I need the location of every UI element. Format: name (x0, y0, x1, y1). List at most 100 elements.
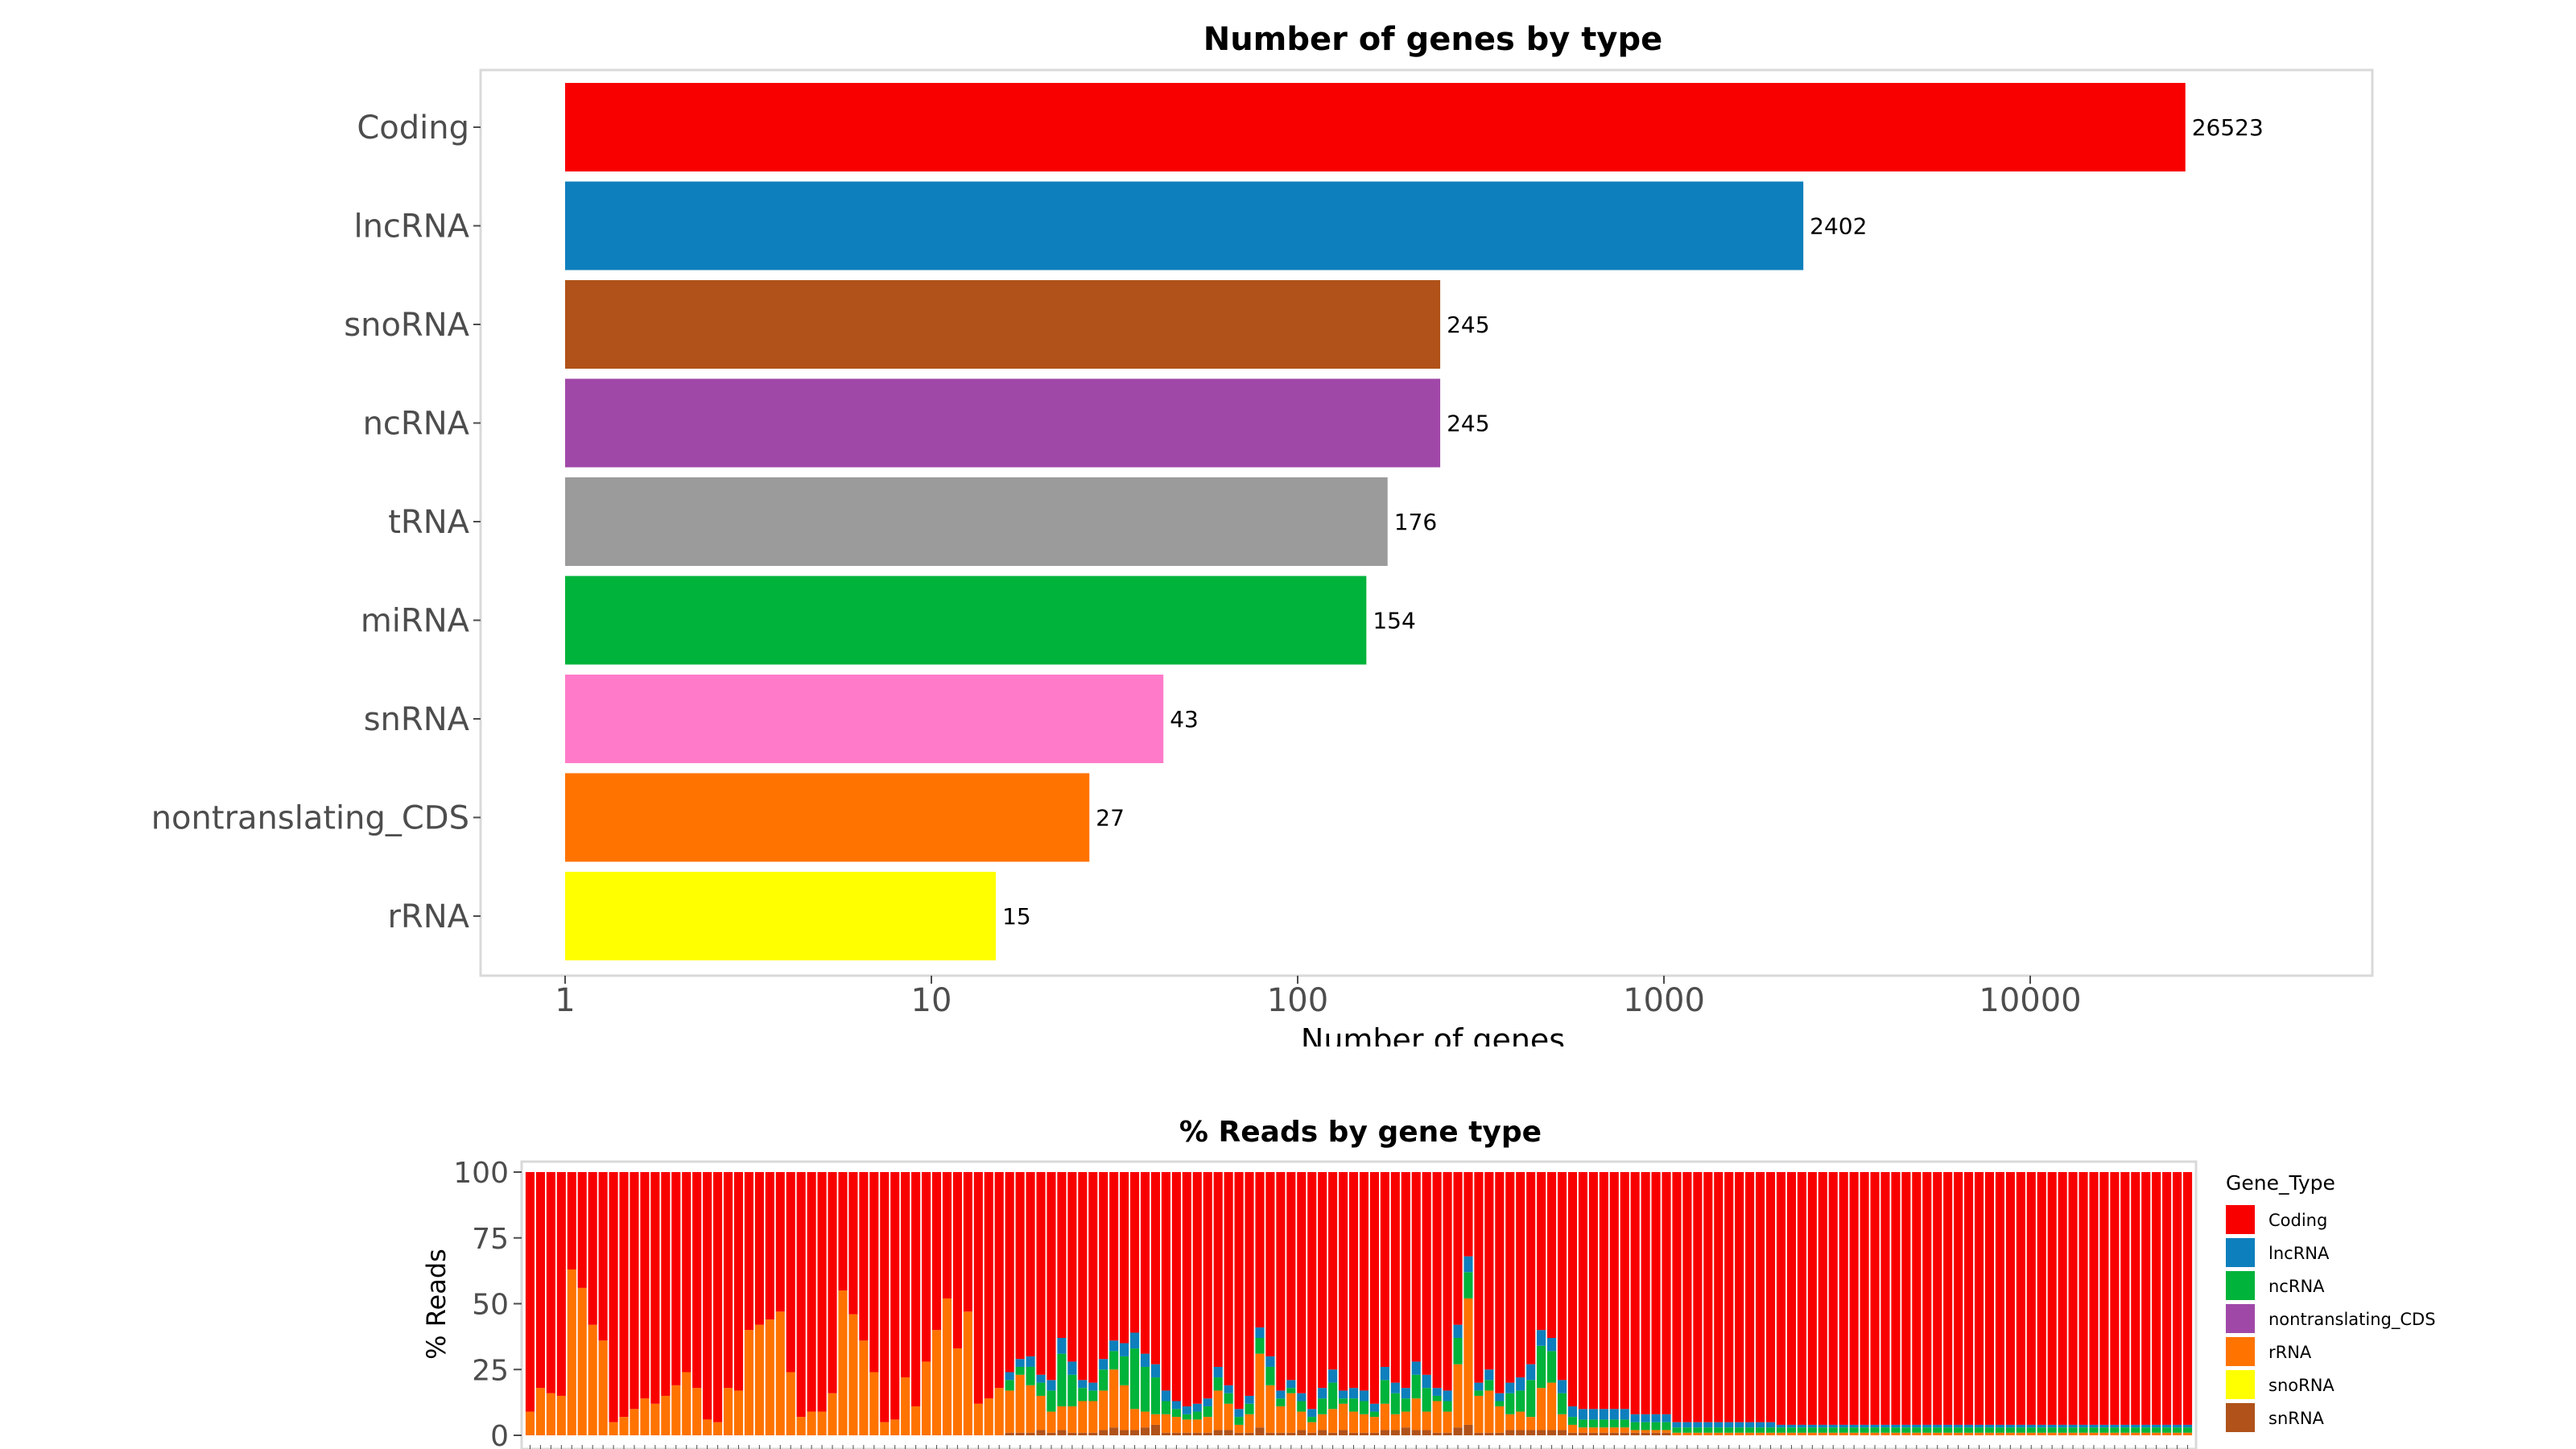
stack-segment-rRNA (1786, 1432, 1796, 1435)
stack-segment-lncRNA (1588, 1409, 1598, 1420)
stack-segment-Coding (577, 1172, 587, 1288)
stack-segment-lncRNA (1046, 1380, 1056, 1391)
stack-segment-Coding (2182, 1172, 2193, 1425)
bar-rRNA (565, 872, 997, 960)
stack-segment-ncRNA (1150, 1377, 1161, 1414)
stack-segment-rRNA (952, 1348, 962, 1435)
stack-segment-rRNA (1380, 1403, 1389, 1430)
stack-segment-Coding (1776, 1172, 1786, 1425)
stack-segment-rRNA (1203, 1417, 1212, 1433)
stack-segment-snRNA (1495, 1432, 1505, 1435)
stack-segment-snRNA (1348, 1432, 1359, 1435)
stack-segment-lncRNA (1067, 1361, 1077, 1375)
stack-segment-ncRNA (1828, 1427, 1838, 1433)
stack-segment-lncRNA (2068, 1424, 2078, 1428)
stack-segment-Coding (1411, 1172, 1421, 1362)
stack-segment-rRNA (859, 1340, 869, 1435)
stack-segment-rRNA (1516, 1411, 1525, 1430)
stack-segment-Coding (692, 1172, 702, 1389)
stack-segment-ncRNA (1318, 1398, 1327, 1414)
stack-segment-rRNA (911, 1406, 921, 1435)
stack-segment-ncRNA (1130, 1348, 1140, 1410)
stack-segment-Coding (2016, 1172, 2025, 1425)
stack-segment-rRNA (1807, 1432, 1817, 1435)
stack-segment-lncRNA (2141, 1424, 2151, 1428)
stack-segment-Coding (1860, 1172, 1869, 1425)
stack-segment-snRNA (1099, 1430, 1108, 1435)
stack-segment-ncRNA (1724, 1427, 1734, 1433)
stack-segment-ncRNA (2037, 1427, 2046, 1433)
stack-segment-rRNA (1432, 1401, 1442, 1433)
stack-segment-rRNA (1641, 1430, 1650, 1433)
chart1-title: Number of genes by type (1203, 21, 1663, 58)
stack-segment-ncRNA (1860, 1427, 1869, 1433)
chart2-panel-border (520, 1160, 2198, 1449)
stack-segment-lncRNA (1140, 1353, 1150, 1367)
stack-segment-ncRNA (2173, 1427, 2182, 1433)
stack-segment-rRNA (1255, 1353, 1265, 1428)
stack-segment-rRNA (1630, 1430, 1640, 1433)
stack-segment-Coding (1735, 1172, 1744, 1422)
stack-segment-lncRNA (2037, 1424, 2046, 1428)
stack-segment-Coding (1557, 1172, 1567, 1381)
stack-segment-lncRNA (2182, 1424, 2193, 1428)
stack-segment-rRNA (2016, 1432, 2025, 1435)
stack-segment-lncRNA (2099, 1424, 2109, 1428)
stack-segment-ncRNA (2099, 1427, 2109, 1433)
stack-segment-rRNA (1880, 1432, 1890, 1435)
y-tick-label-snRNA: snRNA (364, 701, 470, 738)
stack-segment-Coding (1724, 1172, 1734, 1422)
stack-segment-Coding (723, 1172, 733, 1389)
stack-segment-rRNA (2099, 1432, 2109, 1435)
stack-segment-rRNA (692, 1388, 702, 1435)
stack-segment-rRNA (588, 1324, 597, 1435)
stack-segment-snRNA (1286, 1432, 1296, 1435)
stack-segment-rRNA (1265, 1385, 1275, 1433)
stack-segment-Coding (796, 1172, 806, 1418)
stack-segment-ncRNA (1265, 1366, 1275, 1385)
stack-segment-ncRNA (1912, 1427, 1922, 1433)
stack-segment-Coding (1651, 1172, 1661, 1414)
stack-segment-rRNA (1339, 1403, 1348, 1430)
stack-segment-lncRNA (1849, 1424, 1859, 1428)
stack-segment-lncRNA (1943, 1424, 1953, 1428)
stack-segment-snRNA (1609, 1432, 1619, 1435)
stack-segment-Coding (609, 1172, 618, 1422)
stack-segment-lncRNA (1318, 1388, 1327, 1399)
stack-segment-Coding (1984, 1172, 1995, 1425)
stack-segment-Coding (744, 1172, 753, 1331)
stack-segment-Coding (911, 1172, 921, 1407)
value-label-Coding: 26523 (2192, 114, 2264, 141)
stack-segment-snRNA (1474, 1432, 1484, 1435)
stack-segment-Coding (901, 1172, 910, 1378)
stack-segment-rRNA (1891, 1432, 1901, 1435)
stack-segment-lncRNA (1328, 1369, 1338, 1383)
chart2-legend: Gene_Type Coding lncRNA ncRNA nontranslatin… (2226, 1171, 2436, 1432)
stack-segment-Coding (1662, 1172, 1671, 1414)
stack-segment-lncRNA (2152, 1424, 2161, 1428)
stack-segment-rRNA (1995, 1432, 2004, 1435)
stack-segment-Coding (1005, 1172, 1014, 1373)
stack-segment-Coding (546, 1172, 555, 1393)
stack-segment-ncRNA (2089, 1427, 2099, 1433)
stack-segment-snRNA (1088, 1432, 1098, 1435)
stack-segment-ncRNA (1234, 1417, 1244, 1425)
stack-segment-Coding (1390, 1172, 1400, 1383)
stack-segment-Coding (786, 1172, 795, 1373)
stack-segment-ncRNA (1662, 1422, 1671, 1430)
stack-segment-ncRNA (1286, 1388, 1296, 1393)
stack-segment-lncRNA (1005, 1372, 1014, 1381)
stack-segment-lncRNA (1036, 1374, 1046, 1383)
stack-segment-rRNA (848, 1314, 858, 1435)
stack-segment-Coding (1839, 1172, 1848, 1425)
y-tick-label-miRNA: miRNA (361, 603, 470, 640)
stack-segment-ncRNA (2110, 1427, 2120, 1433)
stack-segment-rRNA (713, 1422, 723, 1435)
stack-segment-ncRNA (2162, 1427, 2172, 1433)
stack-segment-Coding (765, 1172, 774, 1320)
stack-segment-lncRNA (1369, 1403, 1379, 1412)
stack-segment-Coding (1348, 1172, 1359, 1389)
stack-segment-ncRNA (1745, 1427, 1755, 1433)
stack-segment-Coding (1484, 1172, 1494, 1370)
stack-segment-ncRNA (1641, 1422, 1650, 1430)
